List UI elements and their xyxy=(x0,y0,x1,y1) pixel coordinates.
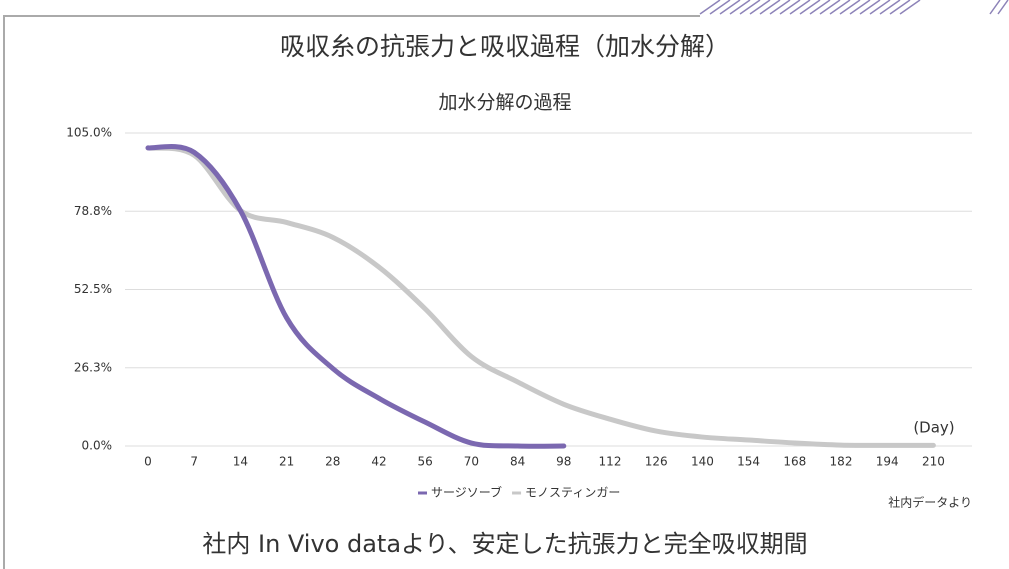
y-tick-label: 0.0% xyxy=(82,439,113,453)
frame xyxy=(3,15,700,569)
x-tick-label: 28 xyxy=(325,455,340,469)
series-line xyxy=(145,144,567,449)
y-tick-label: 26.3% xyxy=(74,360,112,374)
y-tick-label: 105.0% xyxy=(66,126,112,140)
y-tick-label: 52.5% xyxy=(74,282,112,296)
legend-label: モノスティンガー xyxy=(525,486,620,500)
x-tick-label: 84 xyxy=(510,455,525,469)
x-tick-label: 21 xyxy=(279,455,294,469)
chart-title: 加水分解の過程 xyxy=(438,92,571,114)
series-line xyxy=(145,145,936,448)
x-tick-label: 140 xyxy=(691,455,714,469)
decoration xyxy=(699,0,1009,15)
x-tick-label: 210 xyxy=(922,455,945,469)
x-tick-label: 42 xyxy=(371,455,386,469)
legend-label: サージソーブ xyxy=(431,485,502,500)
x-tick-label: 70 xyxy=(464,455,479,469)
x-tick-label: 14 xyxy=(233,455,248,469)
heading: 吸収糸の抗張力と吸収過程（加水分解） xyxy=(280,32,730,61)
x-unit-label: (Day) xyxy=(913,419,954,437)
x-tick-label: 0 xyxy=(144,455,152,469)
x-tick-label: 56 xyxy=(418,455,433,469)
y-tick-label: 78.8% xyxy=(74,204,112,218)
x-tick-label: 7 xyxy=(190,455,198,469)
x-tick-label: 98 xyxy=(556,455,571,469)
footer: 社内 In Vivo dataより、安定した抗張力と完全吸収期間 xyxy=(202,530,807,558)
x-tick-label: 112 xyxy=(599,455,622,469)
x-tick-label: 154 xyxy=(737,455,760,469)
x-tick-label: 194 xyxy=(876,455,899,469)
source: 社内データより xyxy=(888,495,972,510)
x-tick-label: 126 xyxy=(645,455,668,469)
x-tick-label: 168 xyxy=(783,455,806,469)
x-tick-label: 182 xyxy=(830,455,853,469)
